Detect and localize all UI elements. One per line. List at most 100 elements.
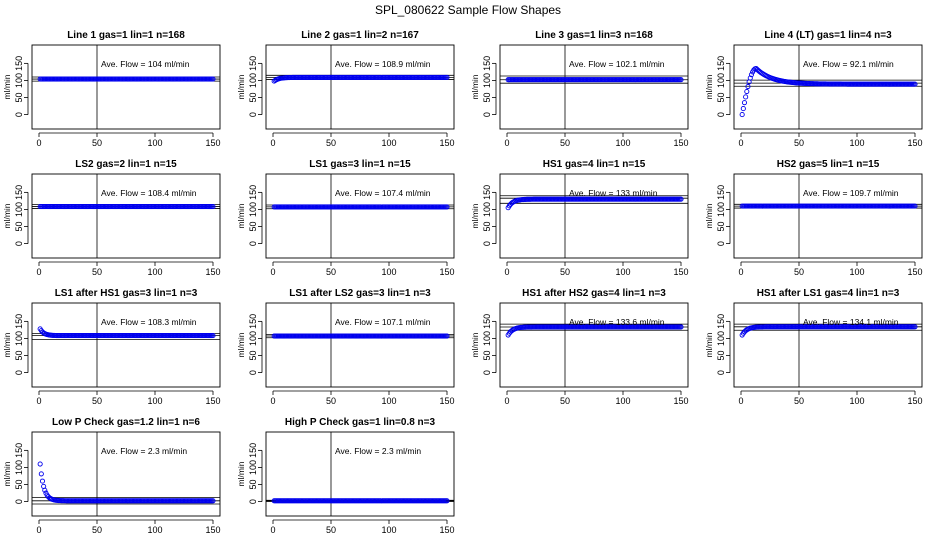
panel-title: Line 1 gas=1 lin=1 n=168: [67, 30, 185, 41]
x-tick-label: 150: [673, 267, 688, 277]
data-point: [444, 333, 450, 339]
y-tick-label: 150: [14, 443, 24, 458]
x-tick-label: 100: [381, 396, 396, 406]
plot-frame: [31, 302, 221, 388]
x-tick-label: 50: [92, 267, 102, 277]
y-axis-title: ml/min: [704, 203, 714, 228]
data-point: [210, 333, 216, 339]
x-tick-label: 100: [849, 267, 864, 277]
plot-frame: [733, 302, 923, 388]
y-axis-title: ml/min: [236, 332, 246, 357]
chart-panel: LS1 after LS2 gas=3 lin=1 n=3 0 50 100 150 0 5…: [236, 288, 455, 406]
data-points: [505, 196, 684, 211]
data-points: [271, 498, 450, 504]
y-tick-label: 50: [716, 351, 726, 361]
y-axis-title: ml/min: [704, 74, 714, 99]
plot-frame: [499, 302, 689, 388]
y-tick-label: 50: [482, 222, 492, 232]
y-tick-label: 100: [248, 73, 258, 88]
panel-title: LS1 after LS2 gas=3 lin=1 n=3: [289, 288, 431, 299]
y-tick-label: 0: [482, 370, 492, 375]
plot-frame: [265, 173, 455, 259]
data-points: [505, 324, 684, 338]
data-point: [743, 94, 749, 100]
x-tick-label: 100: [147, 396, 162, 406]
y-tick-label: 100: [248, 460, 258, 475]
x-tick-label: 150: [439, 267, 454, 277]
plot-frame: [31, 44, 221, 130]
plot-frame: [499, 173, 689, 259]
average-flow-annotation: Ave. Flow = 108.4 ml/min: [101, 188, 197, 198]
data-point: [912, 81, 918, 87]
average-flow-annotation: Ave. Flow = 2.3 ml/min: [101, 446, 187, 456]
chart-panel: HS2 gas=5 lin=1 n=150 50 100 150050100150ml…: [704, 159, 923, 277]
data-point: [42, 487, 48, 493]
panel-grid: Line 1 gas=1 lin=1 n=168 0 50 100 150 0 50 100 1…: [2, 30, 923, 535]
panel-title: HS1 after HS2 gas=4 lin=1 n=3: [522, 288, 666, 299]
x-tick-label: 150: [673, 138, 688, 148]
y-axis-title: ml/min: [236, 203, 246, 228]
y-axis-title: ml/min: [470, 332, 480, 357]
data-point: [38, 471, 44, 477]
y-tick-label: 100: [248, 331, 258, 346]
y-tick-label: 100: [716, 202, 726, 217]
x-tick-label: 50: [92, 525, 102, 535]
panel-title: LS1 gas=3 lin=1 n=15: [309, 159, 411, 170]
data-point: [740, 106, 746, 112]
y-tick-label: 50: [248, 222, 258, 232]
average-flow-annotation: Ave. Flow = 102.1 ml/min: [569, 59, 665, 69]
data-points: [271, 333, 450, 339]
plot-frame: [265, 431, 455, 517]
x-tick-label: 0: [270, 267, 275, 277]
panel-title: HS1 gas=4 lin=1 n=15: [543, 159, 646, 170]
x-tick-label: 150: [205, 525, 220, 535]
y-tick-label: 150: [14, 56, 24, 71]
x-tick-label: 100: [381, 525, 396, 535]
y-axis-title: ml/min: [2, 461, 12, 486]
y-tick-label: 150: [248, 443, 258, 458]
x-tick-label: 150: [205, 396, 220, 406]
x-tick-label: 0: [36, 267, 41, 277]
y-tick-label: 50: [14, 93, 24, 103]
y-axis-title: ml/min: [470, 74, 480, 99]
y-tick-label: 0: [248, 370, 258, 375]
y-axis-title: ml/min: [2, 203, 12, 228]
x-tick-label: 100: [849, 138, 864, 148]
y-tick-label: 100: [716, 331, 726, 346]
x-tick-label: 50: [326, 396, 336, 406]
panel-title: HS1 after LS1 gas=4 lin=1 n=3: [757, 288, 900, 299]
y-tick-label: 100: [14, 202, 24, 217]
y-tick-label: 150: [482, 314, 492, 329]
data-point: [678, 324, 684, 330]
y-tick-label: 0: [14, 112, 24, 117]
y-tick-label: 0: [248, 499, 258, 504]
average-flow-annotation: Ave. Flow = 134.1 ml/min: [803, 317, 899, 327]
data-points: [505, 77, 684, 83]
chart-panel: Line 2 gas=1 lin=2 n=167 0 50 100 150 0 50 100 1…: [236, 30, 455, 148]
y-tick-label: 50: [14, 480, 24, 490]
data-point: [444, 74, 450, 80]
x-tick-label: 150: [907, 396, 922, 406]
y-tick-label: 100: [716, 73, 726, 88]
x-tick-label: 0: [738, 138, 743, 148]
y-tick-label: 0: [248, 241, 258, 246]
x-tick-label: 50: [560, 267, 570, 277]
plot-frame: [31, 431, 221, 517]
y-axis-title: ml/min: [2, 74, 12, 99]
y-tick-label: 150: [14, 185, 24, 200]
x-tick-label: 0: [270, 525, 275, 535]
x-tick-label: 150: [205, 138, 220, 148]
x-tick-label: 50: [326, 267, 336, 277]
y-tick-label: 50: [248, 480, 258, 490]
panel-title: High P Check gas=1 lin=0.8 n=3: [285, 417, 436, 428]
x-tick-label: 150: [907, 138, 922, 148]
y-tick-label: 0: [14, 499, 24, 504]
plot-frame: [265, 302, 455, 388]
data-points: [37, 461, 216, 504]
data-point: [210, 498, 216, 504]
chart-panel: Line 3 gas=1 lin=3 n=168 0 50 100 150 0 50 100 1…: [470, 30, 689, 148]
average-flow-annotation: Ave. Flow = 2.3 ml/min: [335, 446, 421, 456]
data-points: [271, 204, 450, 210]
y-tick-label: 0: [248, 112, 258, 117]
